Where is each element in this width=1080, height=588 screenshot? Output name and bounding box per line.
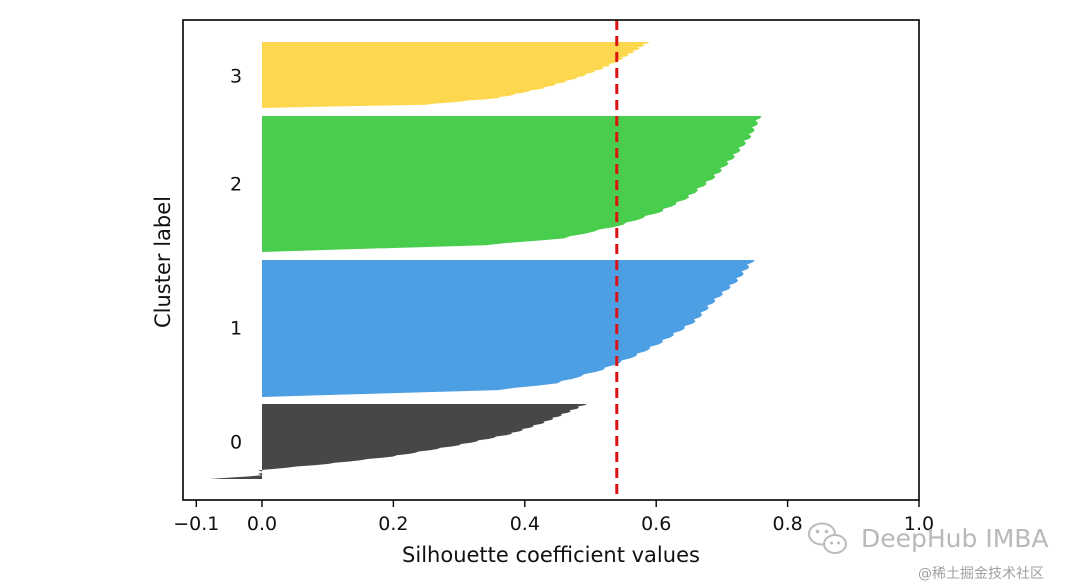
x-tick-label: 0.2 [378,513,408,535]
cluster-band-2 [262,116,762,252]
watermark: DeepHub IMBA @稀土掘金技术社区 [808,522,1049,582]
cluster-band-0 [209,404,588,479]
cluster-labels: 0 1 2 3 [230,66,242,454]
plot-frame [182,19,920,501]
cluster-label-3: 3 [230,66,242,88]
x-tick-label: 0.8 [772,513,802,535]
x-tick-label: 1.0 [904,513,934,535]
cluster-label-0: 0 [230,432,242,454]
watermark-main-text: DeepHub IMBA [861,524,1049,553]
x-tick-label: 0.4 [510,513,540,535]
cluster-label-2: 2 [230,174,242,196]
x-axis-label: Silhouette coefficient values [402,543,700,567]
x-axis-ticks: −0.1 0.0 0.2 0.4 0.6 0.8 1.0 [173,500,934,535]
cluster-label-1: 1 [230,318,242,340]
cluster-band-1 [262,260,755,397]
watermark-sub-text: @稀土掘金技术社区 [918,566,1044,582]
x-tick-label: −0.1 [173,513,219,535]
wechat-icon [808,522,847,554]
x-tick-label: 0.0 [247,513,277,535]
y-axis-label: Cluster label [151,196,175,328]
cluster-band-3 [262,42,650,108]
x-tick-label: 0.6 [641,513,671,535]
cluster-bands [209,42,762,479]
